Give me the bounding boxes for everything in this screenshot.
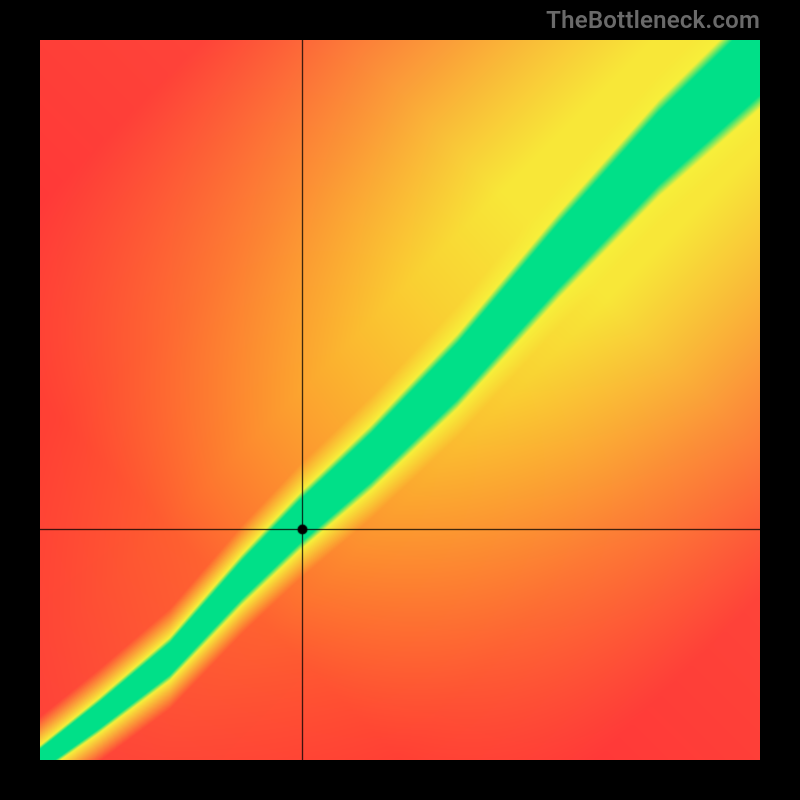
watermark-text: TheBottleneck.com	[546, 6, 760, 34]
heatmap-plot	[40, 40, 760, 760]
heatmap-canvas	[40, 40, 760, 760]
chart-container: TheBottleneck.com	[0, 0, 800, 800]
